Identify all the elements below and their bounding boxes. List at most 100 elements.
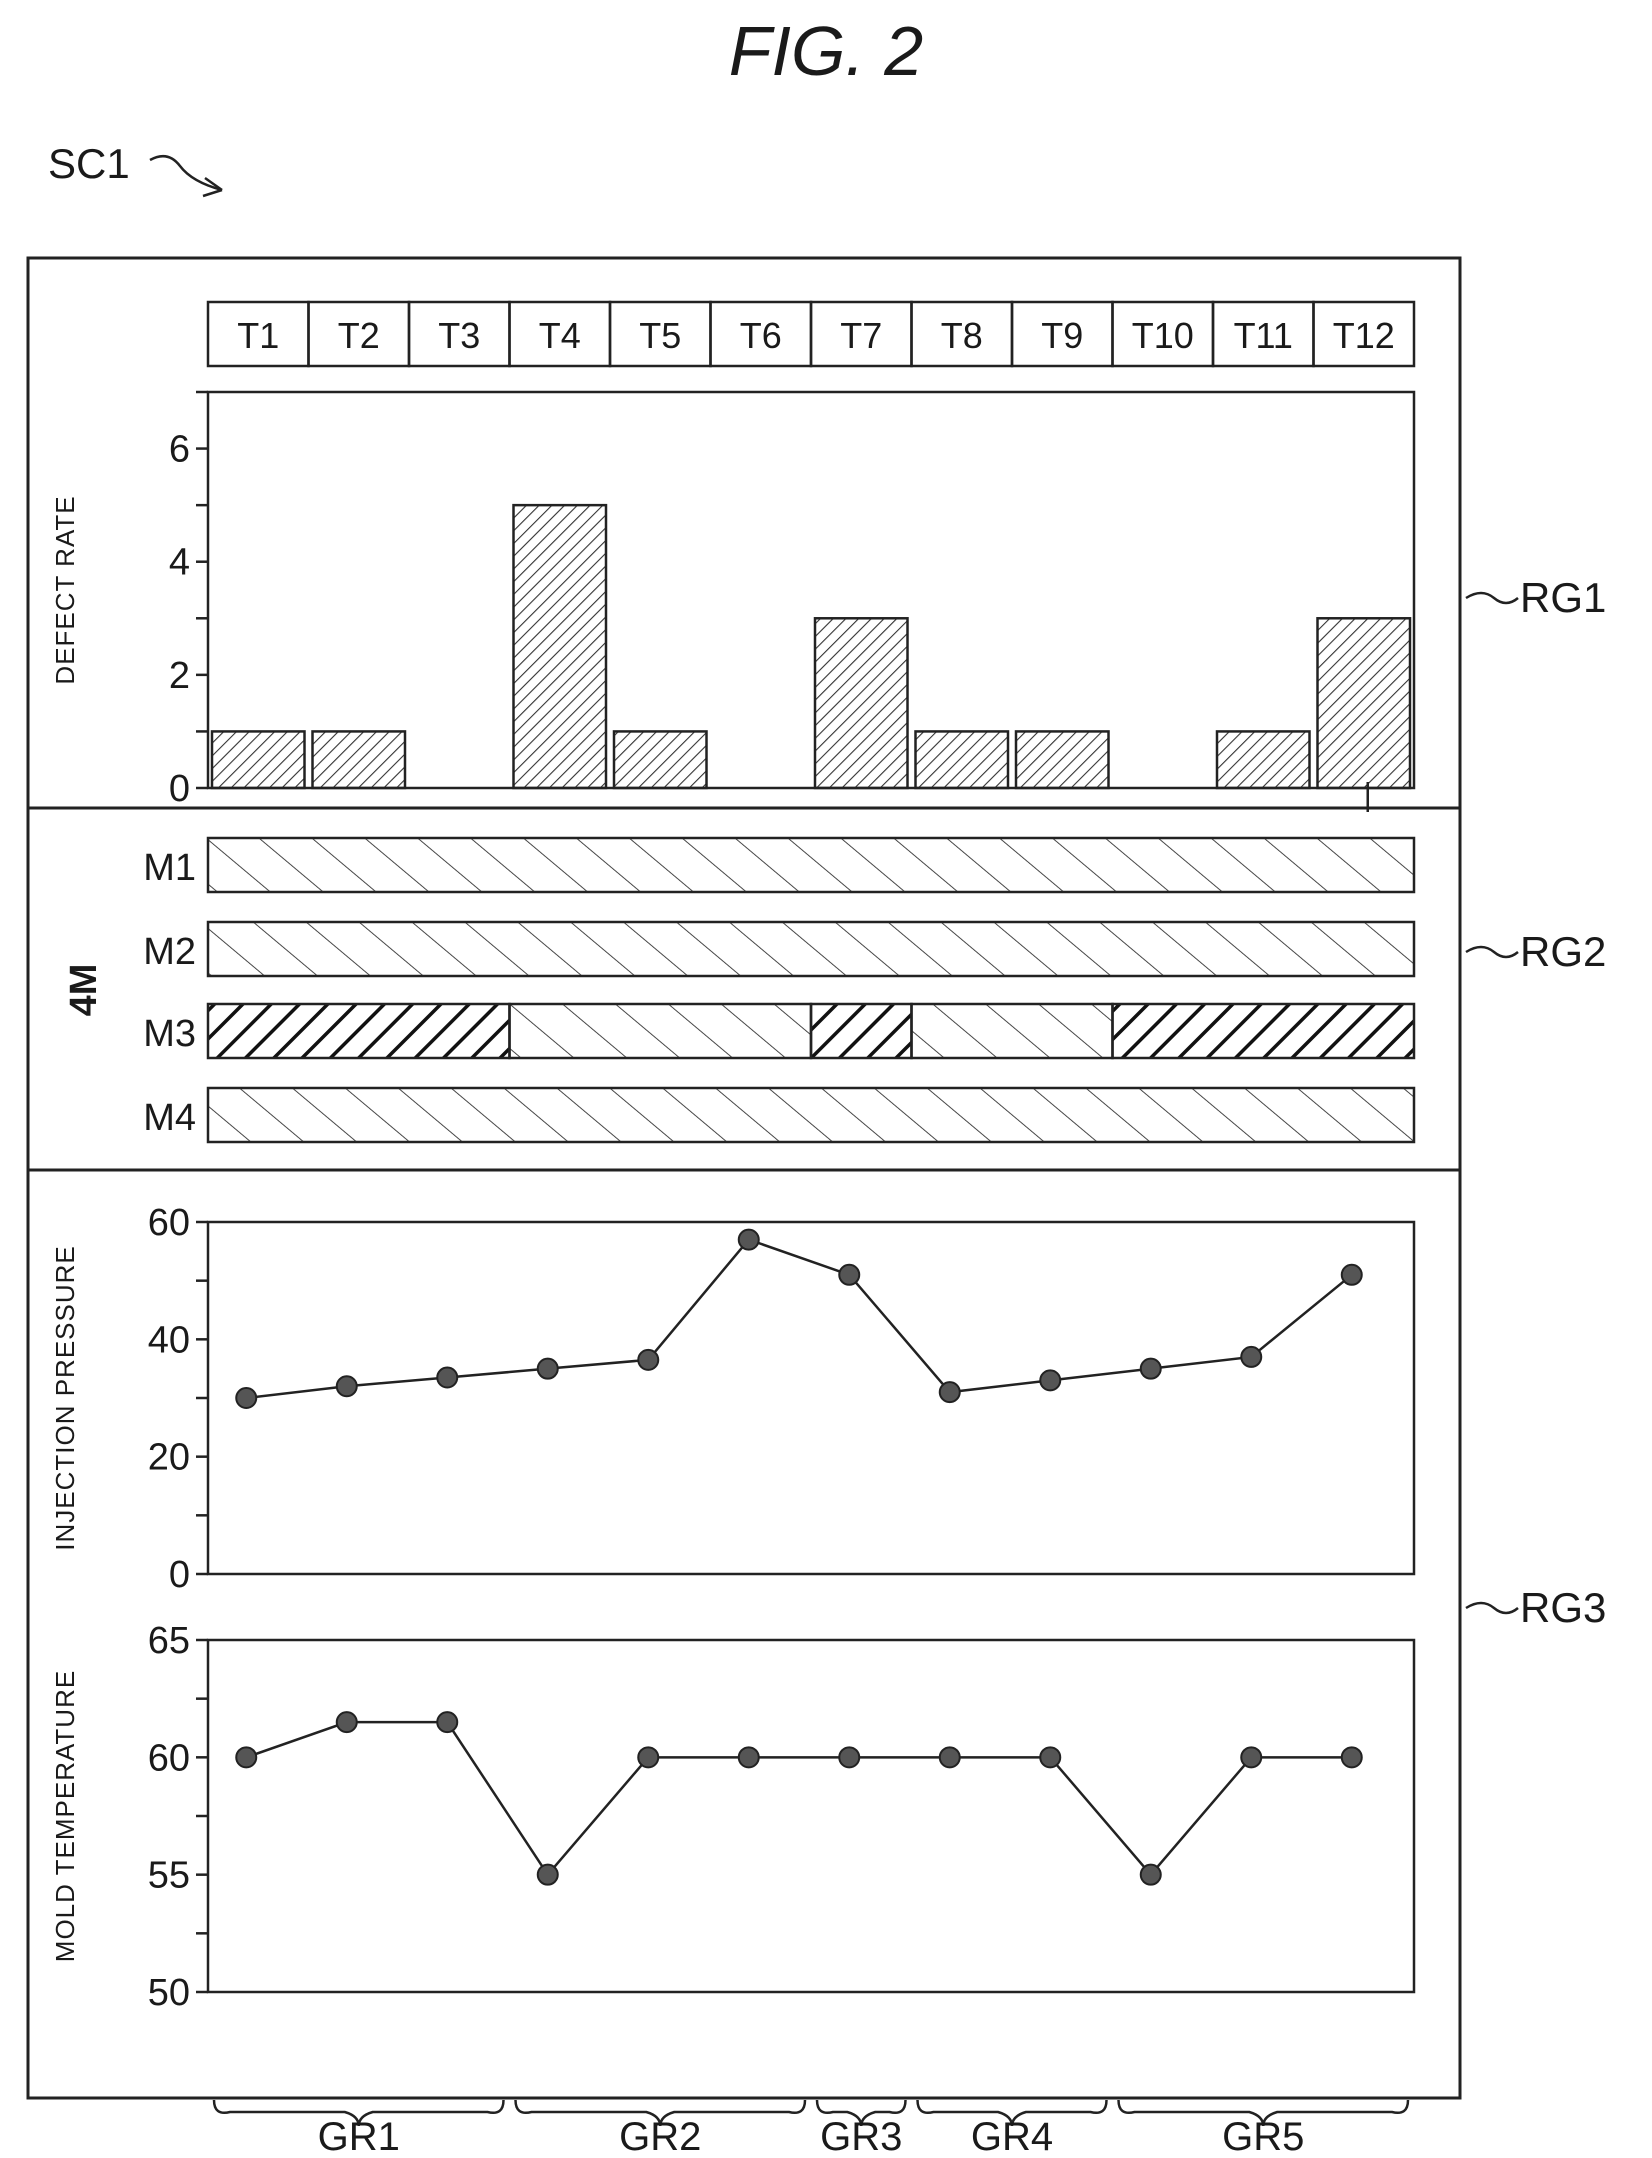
bar bbox=[813, 617, 909, 790]
group-brace bbox=[916, 2099, 1108, 2127]
period-label: T7 bbox=[840, 315, 882, 356]
region-leader bbox=[1465, 1601, 1519, 1615]
y-tick-label: 60 bbox=[148, 1737, 190, 1779]
y-tick-label: 50 bbox=[148, 1972, 190, 2014]
four-m-segment bbox=[206, 1002, 511, 1060]
data-point bbox=[838, 1746, 861, 1769]
data-point bbox=[436, 1711, 459, 1734]
y-axis-label: INJECTION PRESSURE bbox=[50, 1245, 80, 1551]
four-m-title: 4M bbox=[63, 964, 105, 1017]
period-label: T1 bbox=[237, 315, 279, 356]
four-m-segment bbox=[910, 1002, 1114, 1060]
region-references: RG1 RG2 RG3 bbox=[1465, 574, 1606, 1631]
plot-frame bbox=[206, 1220, 1416, 1576]
group-label: GR5 bbox=[1222, 2115, 1304, 2158]
period-label: T12 bbox=[1333, 315, 1395, 356]
data-point bbox=[436, 1366, 459, 1389]
bar bbox=[914, 730, 1010, 790]
data-point bbox=[235, 1746, 258, 1769]
data-point bbox=[1340, 1263, 1363, 1286]
group-label: GR2 bbox=[619, 2115, 701, 2158]
region-reference-label: RG3 bbox=[1520, 1584, 1606, 1631]
bar bbox=[612, 730, 708, 790]
data-point bbox=[938, 1381, 961, 1404]
period-label: T11 bbox=[1234, 315, 1293, 356]
four-m-segment bbox=[809, 1002, 913, 1060]
period-label: T10 bbox=[1132, 315, 1194, 356]
period-header: T1 T2 T3 T4 T5 T6 T7 T8 T9 T10 T11 T12 bbox=[206, 300, 1416, 368]
y-tick-label: 40 bbox=[148, 1319, 190, 1361]
period-cell bbox=[1312, 300, 1416, 368]
group-brace bbox=[514, 2099, 807, 2127]
bar bbox=[1014, 730, 1110, 790]
figure-title: FIG. 2 bbox=[729, 12, 923, 90]
data-point bbox=[1340, 1746, 1363, 1769]
four-m-segment bbox=[206, 920, 1416, 978]
group-label: GR1 bbox=[318, 2115, 400, 2158]
region-reference-label: RG1 bbox=[1520, 574, 1606, 621]
series-line bbox=[246, 1238, 1353, 1400]
screen-reference: SC1 bbox=[48, 140, 223, 198]
bar bbox=[311, 730, 407, 790]
data-point bbox=[637, 1348, 660, 1371]
group-braces: GR1 GR2 GR3 GR4 GR5 bbox=[212, 2099, 1410, 2158]
data-point bbox=[1240, 1345, 1263, 1368]
screen-reference-arrowhead bbox=[202, 176, 223, 198]
y-tick-label: 60 bbox=[148, 1202, 190, 1244]
region-reference-label: RG2 bbox=[1520, 928, 1606, 975]
data-point bbox=[1139, 1863, 1162, 1886]
data-point bbox=[637, 1746, 660, 1769]
four-m-segment bbox=[206, 836, 1416, 894]
four-m-segment bbox=[1111, 1002, 1416, 1060]
y-axis-label: MOLD TEMPERATURE bbox=[50, 1670, 80, 1962]
y-tick-label: 6 bbox=[169, 429, 190, 471]
period-label: T4 bbox=[539, 315, 581, 356]
y-tick-label: 0 bbox=[169, 1554, 190, 1596]
four-m-table: 4M M1 M2 M3 M4 bbox=[63, 836, 1416, 1144]
y-tick-label: 2 bbox=[169, 655, 190, 697]
period-label: T6 bbox=[740, 315, 782, 356]
mold-temperature-chart: 50 55 60 65 MOLD TEMPERATURE bbox=[50, 1620, 1416, 2014]
region-leader bbox=[1465, 591, 1519, 605]
bar bbox=[1316, 617, 1412, 790]
four-m-segment bbox=[206, 1086, 1416, 1144]
defect-rate-chart: 0 2 4 6 DEFECT RATE bbox=[50, 390, 1416, 812]
y-tick-label: 20 bbox=[148, 1437, 190, 1479]
group-brace bbox=[815, 2099, 907, 2127]
data-point bbox=[536, 1863, 559, 1886]
y-tick-label: 65 bbox=[148, 1620, 190, 1662]
group-brace bbox=[1117, 2099, 1410, 2127]
screen-frame bbox=[26, 256, 1462, 2100]
region-leader bbox=[1465, 945, 1519, 959]
group-brace bbox=[212, 2099, 505, 2127]
injection-pressure-chart: 0 20 40 60 INJECTION PRESSURE bbox=[50, 1202, 1416, 1596]
period-label: T9 bbox=[1041, 315, 1083, 356]
data-point bbox=[536, 1357, 559, 1380]
data-point bbox=[1039, 1369, 1062, 1392]
series-line bbox=[245, 1720, 1352, 1877]
bar bbox=[512, 503, 608, 790]
screen-reference-leader bbox=[149, 154, 223, 192]
period-label: T2 bbox=[338, 315, 380, 356]
data-point bbox=[737, 1228, 760, 1251]
data-point bbox=[335, 1375, 358, 1398]
y-tick-label: 55 bbox=[148, 1855, 190, 1897]
bar bbox=[210, 730, 306, 790]
four-m-row-label: M4 bbox=[143, 1097, 196, 1139]
screen-reference-label: SC1 bbox=[48, 140, 130, 187]
data-point bbox=[838, 1263, 861, 1286]
four-m-segment bbox=[508, 1002, 813, 1060]
period-label: T8 bbox=[941, 315, 983, 356]
data-point bbox=[737, 1746, 760, 1769]
y-axis-label: DEFECT RATE bbox=[50, 495, 80, 684]
data-point bbox=[938, 1746, 961, 1769]
period-label: T3 bbox=[438, 315, 480, 356]
bar bbox=[1215, 730, 1311, 790]
group-label: GR3 bbox=[820, 2115, 902, 2158]
four-m-row-label: M3 bbox=[143, 1013, 196, 1055]
plot-frame bbox=[206, 1638, 1416, 1994]
data-point bbox=[1240, 1746, 1263, 1769]
data-point bbox=[1139, 1357, 1162, 1380]
y-tick-label: 0 bbox=[169, 768, 190, 810]
